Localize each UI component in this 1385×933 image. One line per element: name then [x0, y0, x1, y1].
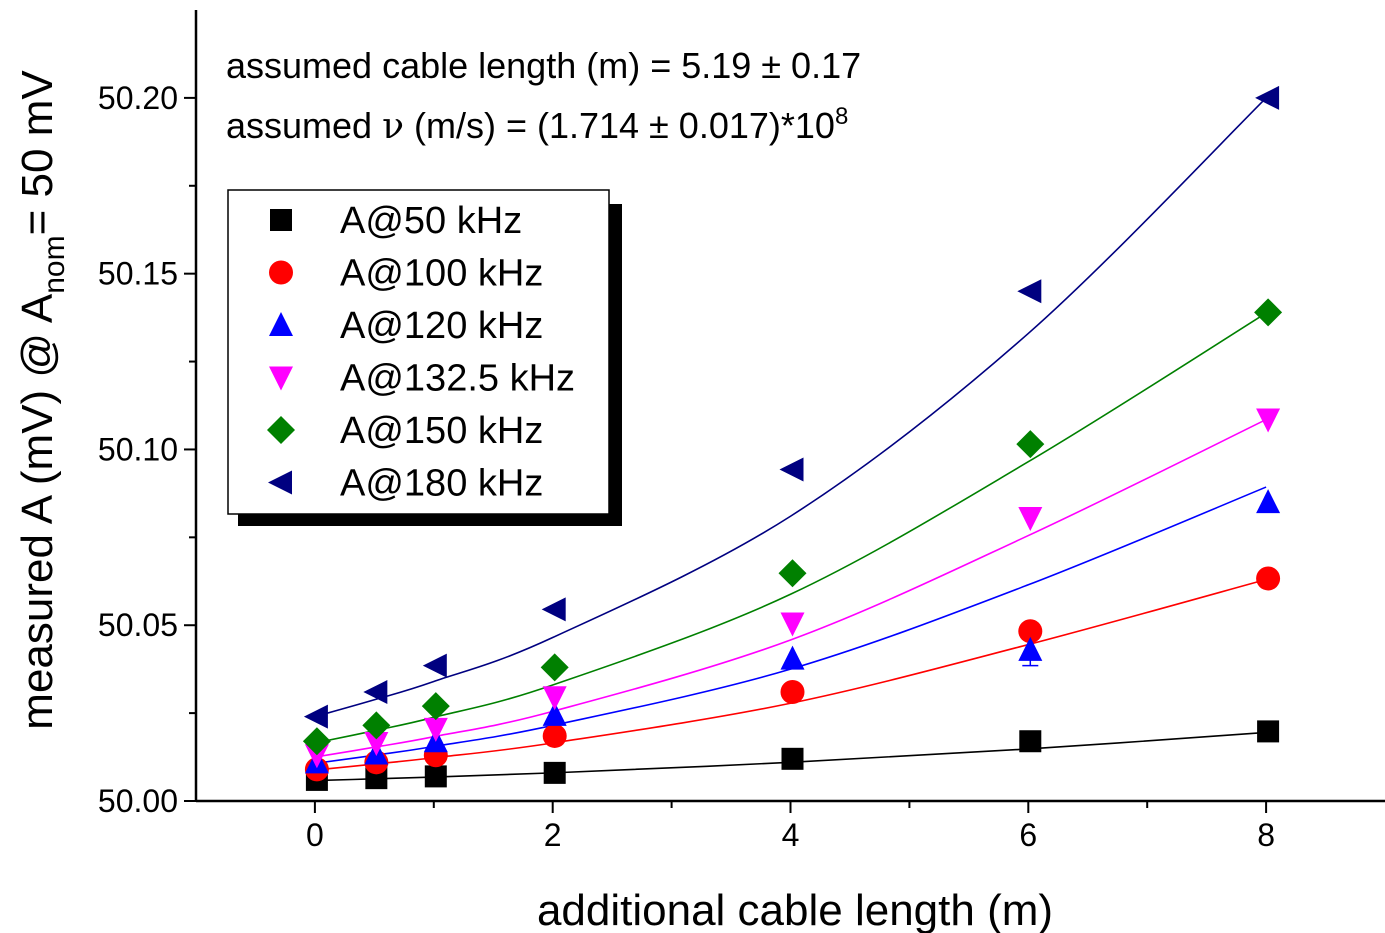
- x-tick-label: 2: [544, 817, 562, 853]
- data-point-0: [1257, 720, 1280, 743]
- fit-line-1: [314, 578, 1267, 771]
- data-point-1: [1256, 566, 1281, 591]
- legend-marker-2: [269, 312, 293, 336]
- data-point-2: [780, 645, 805, 670]
- legend-marker-3: [269, 366, 293, 391]
- data-point-3: [780, 612, 805, 637]
- data-point-5: [363, 680, 388, 705]
- data-point-0: [781, 747, 804, 770]
- fit-line-0: [314, 731, 1267, 782]
- data-point-3: [542, 686, 567, 711]
- data-point-0: [543, 761, 566, 784]
- y-tick-label: 50.00: [98, 783, 178, 819]
- annotation-cable-length: assumed cable length (m) = 5.19 ± 0.17: [226, 45, 861, 86]
- y-tick-label: 50.05: [98, 607, 178, 643]
- x-axis-label: additional cable length (m): [537, 886, 1053, 933]
- data-point-3: [1018, 506, 1043, 531]
- data-point-4: [1016, 430, 1045, 459]
- legend-label-1: A@100 kHz: [340, 253, 543, 295]
- data-point-3: [364, 731, 389, 756]
- data-point-4: [362, 711, 391, 740]
- data-point-5: [1017, 279, 1042, 304]
- data-point-4: [1254, 298, 1283, 327]
- data-point-2: [1256, 489, 1281, 514]
- data-point-2: [1018, 636, 1043, 661]
- data-point-1: [1018, 619, 1043, 644]
- x-tick-label: 0: [306, 817, 324, 853]
- fit-line-3: [314, 418, 1267, 758]
- data-point-4: [778, 559, 807, 588]
- legend-label-0: A@50 kHz: [340, 200, 522, 242]
- legend-marker-4: [267, 416, 295, 444]
- data-point-2: [542, 701, 567, 726]
- data-point-1: [542, 723, 567, 748]
- legend-marker-0: [270, 209, 292, 231]
- data-point-5: [541, 597, 566, 622]
- y-tick-label: 50.15: [98, 256, 178, 292]
- fit-line-4: [314, 312, 1267, 744]
- y-tick-label: 50.20: [98, 80, 178, 116]
- data-point-0: [424, 765, 447, 788]
- data-point-0: [1019, 730, 1042, 753]
- data-point-5: [422, 653, 447, 678]
- x-tick-label: 6: [1019, 817, 1037, 853]
- data-point-5: [303, 704, 328, 729]
- data-point-5: [779, 457, 804, 482]
- legend-box: [227, 189, 610, 515]
- y-tick-label: 50.10: [98, 431, 178, 467]
- data-point-4: [421, 692, 450, 721]
- legend-marker-5: [268, 470, 292, 495]
- annotation-velocity: assumed ν (m/s) = (1.714 ± 0.017)*108: [226, 103, 848, 147]
- y-axis-label: measured A (mV) @ Anom= 50 mV: [13, 70, 71, 730]
- data-point-1: [780, 680, 805, 705]
- data-point-3: [1256, 408, 1281, 433]
- data-point-4: [540, 653, 569, 682]
- fit-line-2: [314, 486, 1267, 765]
- legend-label-3: A@132.5 kHz: [340, 358, 575, 400]
- fit-line-5: [314, 97, 1267, 718]
- data-point-4: [302, 727, 331, 756]
- legend-label-4: A@150 kHz: [340, 410, 543, 452]
- x-tick-label: 8: [1257, 817, 1275, 853]
- data-point-3: [423, 717, 448, 742]
- legend: A@50 kHz A@100 kHz A@120 kHz A@132.5 kHz A@1…: [227, 189, 622, 526]
- legend-label-2: A@120 kHz: [340, 305, 543, 347]
- legend-label-5: A@180 kHz: [340, 463, 543, 505]
- x-tick-label: 4: [782, 817, 800, 853]
- legend-marker-1: [269, 260, 293, 285]
- plot-area: 0 2 4 6 8 50.00 50.05 50.10 50.15 50.20: [98, 10, 1385, 853]
- data-point-3: [304, 744, 329, 769]
- legend-items: A@50 kHz A@100 kHz A@120 kHz A@132.5 kHz A@1…: [267, 200, 575, 505]
- data-point-5: [1255, 85, 1280, 110]
